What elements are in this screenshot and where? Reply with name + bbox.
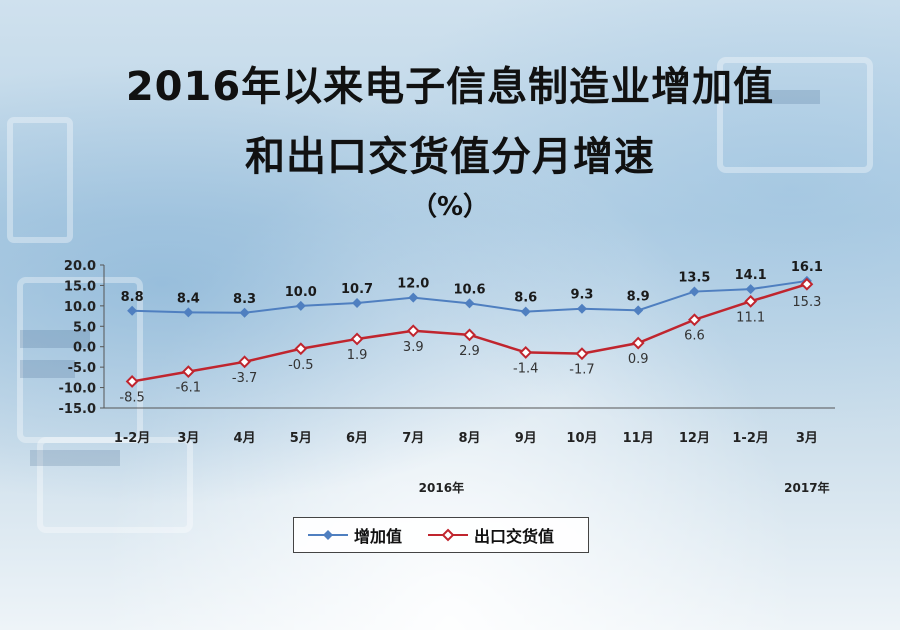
data-label: -8.5 xyxy=(119,390,144,405)
unit-label: （%） xyxy=(410,192,490,222)
legend-label-series-b: 出口交货值 xyxy=(474,527,555,546)
axes xyxy=(103,265,835,409)
data-label: 8.3 xyxy=(233,292,256,307)
year-labels: 2016年 2017年 xyxy=(419,480,830,495)
x-tick-label: 1-2月 xyxy=(114,431,151,446)
chart-title-line-1: 2016年以来电子信息制造业增加值 xyxy=(125,64,775,110)
data-point xyxy=(800,277,814,291)
data-point xyxy=(239,307,250,318)
data-point xyxy=(744,294,758,308)
data-point xyxy=(520,306,531,317)
y-tick-label: 15.0 xyxy=(64,279,96,294)
data-label: 1.9 xyxy=(347,348,368,363)
data-point xyxy=(689,286,700,297)
data-label: 8.4 xyxy=(177,291,200,306)
data-point xyxy=(295,300,306,311)
data-point xyxy=(633,305,644,316)
data-label: -6.1 xyxy=(176,381,201,396)
data-point xyxy=(576,303,587,314)
x-tick-label: 4月 xyxy=(234,431,256,446)
data-label: 8.9 xyxy=(627,289,650,304)
data-point xyxy=(408,292,419,303)
data-point xyxy=(183,307,194,318)
series-b: -8.5 -6.1 -3.7 -0.5 1.9 3.9 2.9 -1.4 -1.7 0.9 6.6 1… xyxy=(119,277,821,405)
x-tick-label: 11月 xyxy=(623,431,654,446)
y-tick-label: 0.0 xyxy=(73,341,96,356)
data-label: 6.6 xyxy=(684,329,705,344)
data-point xyxy=(464,298,475,309)
data-point xyxy=(575,347,589,361)
data-label: 9.3 xyxy=(570,288,593,303)
data-point xyxy=(350,332,364,346)
data-label: -0.5 xyxy=(288,358,313,373)
y-tick-label: 20.0 xyxy=(64,259,96,274)
data-label: -1.7 xyxy=(569,363,594,378)
data-point xyxy=(406,324,420,338)
x-tick-label: 12月 xyxy=(679,431,710,446)
data-label: 15.3 xyxy=(792,295,821,310)
x-tick-label: 10月 xyxy=(566,431,597,446)
x-tick-label: 7月 xyxy=(402,431,424,446)
series-group: 8.8 8.4 8.3 10.0 10.7 12.0 10.6 8.6 9.3 8.9 13.5 14… xyxy=(119,260,822,406)
x-tick-label: 5月 xyxy=(290,431,312,446)
data-label: 8.8 xyxy=(121,290,144,305)
legend-marker-series-a xyxy=(308,530,348,540)
y-tick-label: 10.0 xyxy=(64,300,96,315)
data-point xyxy=(745,284,756,295)
y-tick-label: -15.0 xyxy=(59,402,96,417)
x-tick-label: 8月 xyxy=(458,431,480,446)
data-label: 10.0 xyxy=(285,285,317,300)
data-label: 10.7 xyxy=(341,282,373,297)
data-point xyxy=(294,342,308,356)
data-point xyxy=(463,328,476,342)
x-tick-label: 9月 xyxy=(515,431,537,446)
data-point xyxy=(181,365,195,379)
data-label: -1.4 xyxy=(513,361,538,376)
year-label: 2016年 xyxy=(419,480,464,495)
x-tick-label: 3月 xyxy=(177,431,199,446)
x-tick-label: 6月 xyxy=(346,431,368,446)
data-label: 8.6 xyxy=(514,291,537,306)
x-tick-label: 3月 xyxy=(796,431,818,446)
data-label: 13.5 xyxy=(678,271,710,286)
legend-item-series-a: 增加值 xyxy=(308,523,402,547)
data-label: 16.1 xyxy=(791,260,823,275)
legend-marker-series-b xyxy=(428,528,469,542)
data-label: 0.9 xyxy=(628,352,649,367)
data-point xyxy=(238,355,251,369)
y-tick-label: -10.0 xyxy=(59,382,96,397)
y-axis-ticks: 20.0 15.0 10.0 5.0 0.0 -5.0 -10.0 -15.0 xyxy=(59,259,104,417)
year-label: 2017年 xyxy=(784,480,829,495)
series-a: 8.8 8.4 8.3 10.0 10.7 12.0 10.6 8.6 9.3 8.9 13.5 14… xyxy=(121,260,823,318)
data-label: 10.6 xyxy=(453,282,485,297)
legend-label-series-a: 增加值 xyxy=(354,527,403,546)
data-label: 3.9 xyxy=(403,340,424,355)
chart-title-line-2: 和出口交货值分月增速 xyxy=(245,134,655,180)
data-label: 11.1 xyxy=(736,310,765,325)
x-axis-ticks: 1-2月 3月 4月 5月 6月 7月 8月 9月 10月 11月 12月 1-2月 3月 xyxy=(114,431,818,446)
data-label: -3.7 xyxy=(232,371,257,386)
legend: 增加值 出口交货值 xyxy=(293,517,589,553)
y-tick-label: 5.0 xyxy=(73,320,96,335)
data-label: 12.0 xyxy=(397,277,429,292)
data-point xyxy=(127,305,138,316)
data-point xyxy=(631,336,645,350)
data-point xyxy=(125,375,139,388)
data-label: 14.1 xyxy=(735,268,767,283)
data-point xyxy=(519,346,533,359)
legend-item-series-b: 出口交货值 xyxy=(428,523,554,547)
data-point xyxy=(688,313,701,327)
x-tick-label: 1-2月 xyxy=(732,431,769,446)
data-label: 2.9 xyxy=(459,344,480,359)
y-tick-label: -5.0 xyxy=(68,361,96,376)
data-point xyxy=(352,297,363,308)
